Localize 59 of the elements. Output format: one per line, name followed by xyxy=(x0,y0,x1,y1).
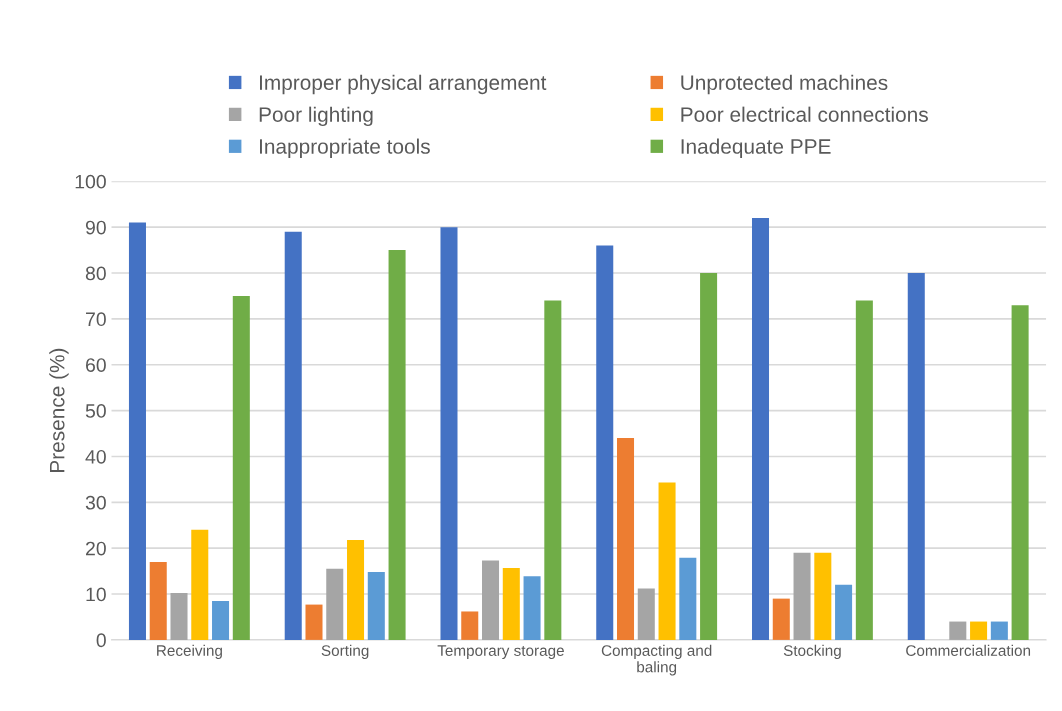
legend-label: Poor electrical connections xyxy=(681,106,928,122)
bar xyxy=(990,621,1008,640)
y-tick-label: 10 xyxy=(86,587,106,602)
bar xyxy=(617,438,635,640)
bar xyxy=(170,593,188,640)
bar xyxy=(907,273,925,640)
bar xyxy=(855,300,873,640)
x-tick-label: Commercialization xyxy=(906,644,1031,656)
bar xyxy=(544,300,562,640)
bar xyxy=(232,295,250,640)
y-tick-label: 90 xyxy=(85,220,106,235)
bar xyxy=(440,227,458,640)
bar xyxy=(596,245,614,640)
y-tick-label: 20 xyxy=(86,541,106,556)
x-tick-label: Stocking xyxy=(783,644,841,659)
bar xyxy=(793,552,811,640)
bar xyxy=(367,572,385,640)
y-tick-label: 30 xyxy=(85,495,106,510)
legend-label: Inadequate PPE xyxy=(681,138,831,158)
x-tick-label: Compacting and baling xyxy=(601,644,712,676)
x-tick-label: Sorting xyxy=(321,644,369,659)
bar xyxy=(212,600,230,640)
y-tick-label: 50 xyxy=(85,404,106,418)
bar xyxy=(502,567,520,640)
y-tick-label: 0 xyxy=(96,633,106,648)
bar xyxy=(814,552,832,640)
y-axis-title: Presence (%) xyxy=(49,348,69,472)
bar xyxy=(970,621,988,640)
legend-label: Improper physical arrangement xyxy=(260,74,547,95)
x-tick-label: Temporary storage xyxy=(437,645,564,659)
bar xyxy=(284,231,302,640)
bar xyxy=(305,604,323,640)
bar xyxy=(388,250,406,640)
y-tick-label: 70 xyxy=(86,312,106,327)
bar xyxy=(461,611,479,640)
bar xyxy=(482,560,500,640)
bar xyxy=(679,557,697,640)
bar xyxy=(700,273,718,640)
legend-label: Inappropriate tools xyxy=(260,138,430,158)
y-tick-label: 100 xyxy=(75,174,106,189)
bar xyxy=(191,529,209,640)
bar xyxy=(523,576,541,640)
bar xyxy=(949,621,967,640)
bar xyxy=(128,222,146,640)
y-tick-label: 40 xyxy=(85,449,106,464)
bar xyxy=(835,584,853,640)
bar xyxy=(752,217,770,640)
bar xyxy=(149,561,167,640)
legend-label: Poor lighting xyxy=(259,106,373,127)
bar xyxy=(347,539,365,640)
bar xyxy=(1011,305,1029,640)
legend-label: Unprotected machines xyxy=(681,74,888,95)
y-tick-label: 60 xyxy=(86,358,106,372)
x-tick-label: Receiving xyxy=(157,644,222,659)
bar xyxy=(326,568,344,640)
bar xyxy=(658,482,676,640)
bar xyxy=(772,598,790,640)
bar xyxy=(637,588,655,640)
y-tick-label: 80 xyxy=(85,266,106,281)
